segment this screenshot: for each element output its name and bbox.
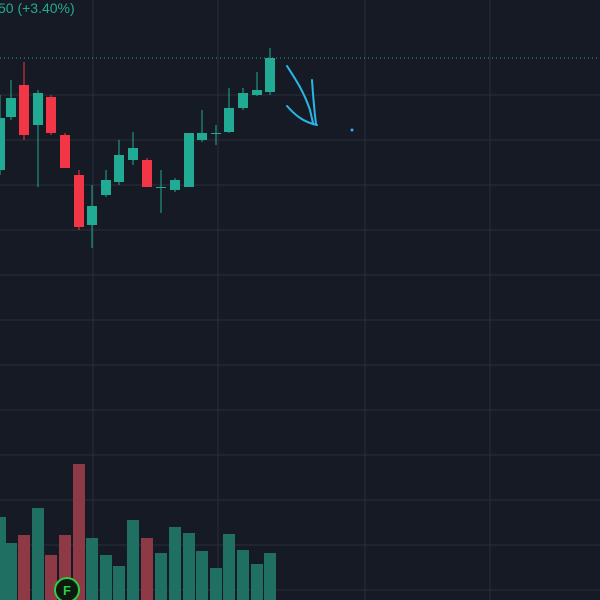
volume-bar xyxy=(210,568,222,600)
volume-bar xyxy=(100,555,112,600)
candle-body xyxy=(87,206,97,225)
volume-bar xyxy=(141,538,153,600)
volume-bar xyxy=(223,534,235,600)
volume-bar xyxy=(86,538,98,600)
candle-body xyxy=(252,90,262,95)
price-change-label: 50 (+3.40%) xyxy=(0,0,75,16)
candle-body xyxy=(114,155,124,182)
candle-body xyxy=(19,85,29,135)
drawn-dot xyxy=(350,128,354,132)
candle-body xyxy=(224,108,234,132)
candle-body xyxy=(128,148,138,160)
volume-bar xyxy=(45,555,57,600)
candle-body xyxy=(156,187,166,188)
volume-bar xyxy=(127,520,139,600)
candle-layer xyxy=(0,48,600,248)
volume-bar xyxy=(73,464,85,600)
candle-body xyxy=(197,133,207,140)
candle-body xyxy=(265,58,275,92)
candle-body xyxy=(170,180,180,190)
candle-body xyxy=(60,135,70,168)
volume-bar xyxy=(32,508,44,600)
event-marker-label: F xyxy=(63,583,71,598)
volume-bar xyxy=(18,535,30,600)
candle-body xyxy=(211,133,221,134)
event-marker[interactable] xyxy=(54,577,80,600)
volume-bar xyxy=(183,533,195,600)
candle-body xyxy=(33,93,43,125)
volume-bar xyxy=(0,517,6,600)
candle-body xyxy=(101,180,111,195)
drawn-arrow xyxy=(286,65,318,126)
volume-bar xyxy=(169,527,181,600)
candle-body xyxy=(184,133,194,187)
volume-bar xyxy=(155,553,167,600)
volume-bar xyxy=(237,550,249,600)
candle-body xyxy=(6,98,16,117)
volume-bar xyxy=(113,566,125,600)
volume-bar xyxy=(264,553,276,600)
volume-bar xyxy=(5,543,17,600)
candle-body xyxy=(142,160,152,187)
volume-bar xyxy=(196,551,208,600)
candle-body xyxy=(74,175,84,227)
candle-body xyxy=(238,93,248,108)
candle-body xyxy=(46,97,56,133)
candle-body xyxy=(0,118,5,170)
volume-bar xyxy=(251,564,263,600)
